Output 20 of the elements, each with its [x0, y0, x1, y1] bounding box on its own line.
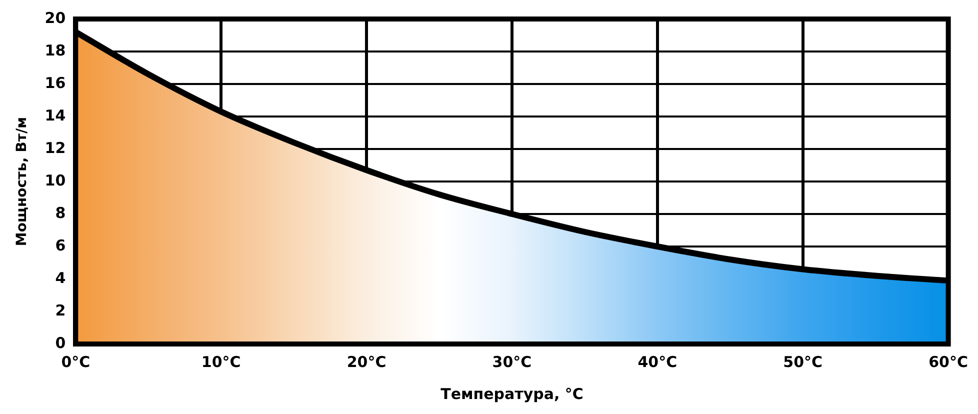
y-tick-label: 14	[44, 106, 66, 124]
x-tick-label: 30°C	[492, 352, 532, 371]
y-tick-label: 20	[44, 8, 66, 27]
x-tick-label: 20°C	[346, 352, 386, 371]
y-tick-label: 8	[55, 204, 66, 222]
y-tick-label: 0	[55, 334, 66, 352]
x-axis-title: Температура, °C	[440, 384, 584, 403]
y-tick-label: 16	[44, 74, 66, 92]
y-tick-label: 18	[44, 41, 66, 60]
y-axis-title: Мощность, Вт/м	[14, 116, 30, 246]
y-tick-label: 10	[44, 171, 66, 190]
x-tick-label: 40°C	[638, 352, 678, 371]
y-tick-label: 12	[44, 138, 66, 157]
x-tick-label: 0°C	[61, 352, 90, 371]
x-tick-label: 50°C	[783, 352, 823, 371]
y-tick-label: 4	[55, 268, 66, 287]
x-tick-label: 10°C	[201, 352, 241, 371]
y-tick-label: 2	[55, 301, 66, 320]
y-tick-label: 6	[55, 236, 66, 254]
x-tick-label: 60°C	[928, 352, 968, 371]
